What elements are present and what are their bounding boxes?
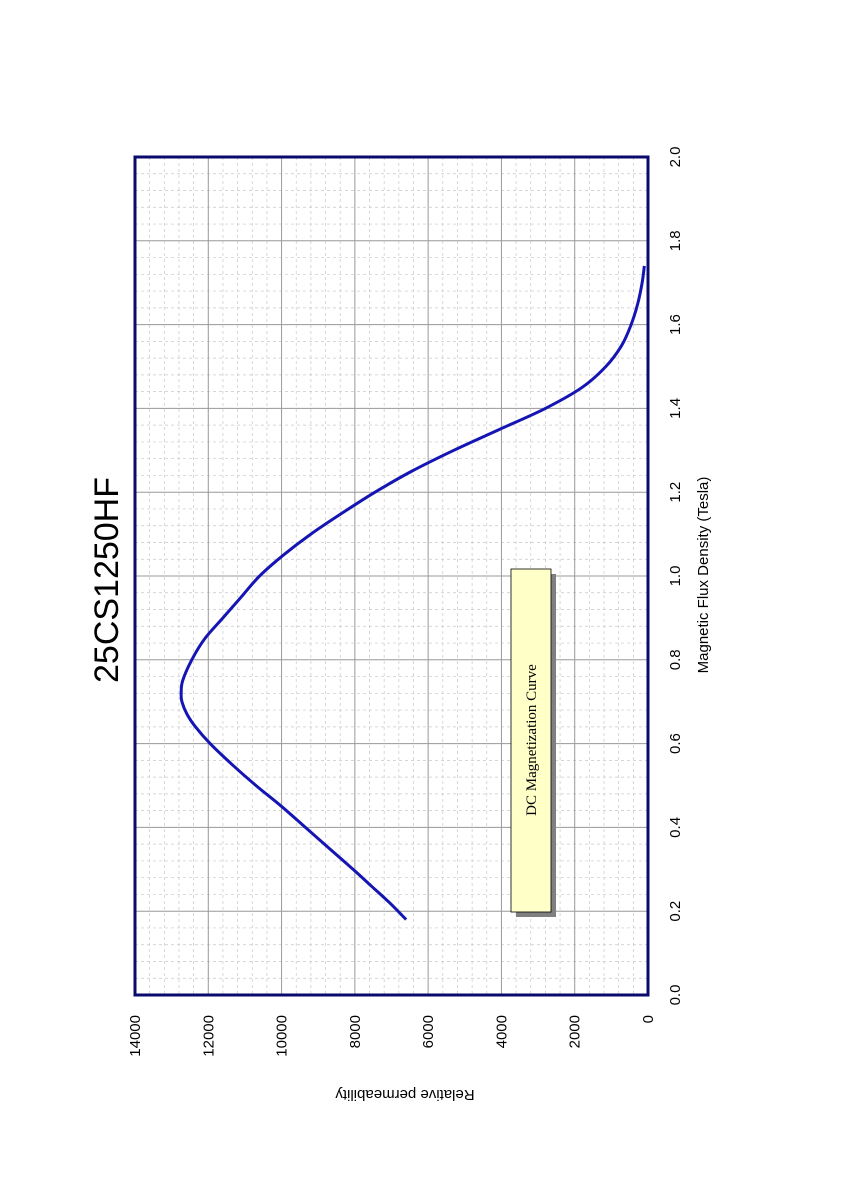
x-tick-label: 0.8 [667, 649, 684, 670]
y-tick-labels: 0 2000 4000 6000 8000 10000 12000 14000 [127, 1015, 657, 1057]
x-tick-label: 0.6 [667, 733, 684, 754]
y-axis-label: Relative permeability [335, 1086, 475, 1103]
x-tick-label: 0.0 [667, 985, 684, 1006]
x-axis-label: Magnetic Flux Density (Tesla) [695, 477, 712, 674]
x-tick-label: 0.2 [667, 901, 684, 922]
permeability-curve [179, 265, 646, 921]
y-tick-label: 10000 [274, 1015, 291, 1057]
y-tick-label: 0 [640, 1015, 657, 1023]
y-tick-label: 14000 [127, 1015, 144, 1057]
y-tick-label: 4000 [493, 1015, 510, 1048]
x-tick-label: 1.0 [667, 566, 684, 587]
annotation-box: DC Magnetization Curve [510, 568, 556, 917]
chart-title: 25CS1250HF [88, 477, 126, 683]
x-tick-labels: 0.0 0.2 0.4 0.6 0.8 1.0 1.2 1.4 1.6 1.8 2.0 [667, 147, 684, 1006]
annotation-text: DC Magnetization Curve [524, 664, 540, 816]
y-tick-label: 6000 [420, 1015, 437, 1048]
major-grid [134, 156, 649, 996]
x-tick-label: 1.8 [667, 230, 684, 251]
x-tick-label: 2.0 [667, 147, 684, 168]
x-tick-label: 1.2 [667, 482, 684, 503]
plot-frame [133, 155, 650, 997]
y-tick-label: 12000 [200, 1015, 217, 1057]
y-tick-label: 2000 [567, 1015, 584, 1048]
x-tick-label: 1.4 [667, 398, 684, 419]
x-tick-label: 1.6 [667, 314, 684, 335]
y-tick-label: 8000 [347, 1015, 364, 1048]
x-tick-label: 0.4 [667, 817, 684, 838]
